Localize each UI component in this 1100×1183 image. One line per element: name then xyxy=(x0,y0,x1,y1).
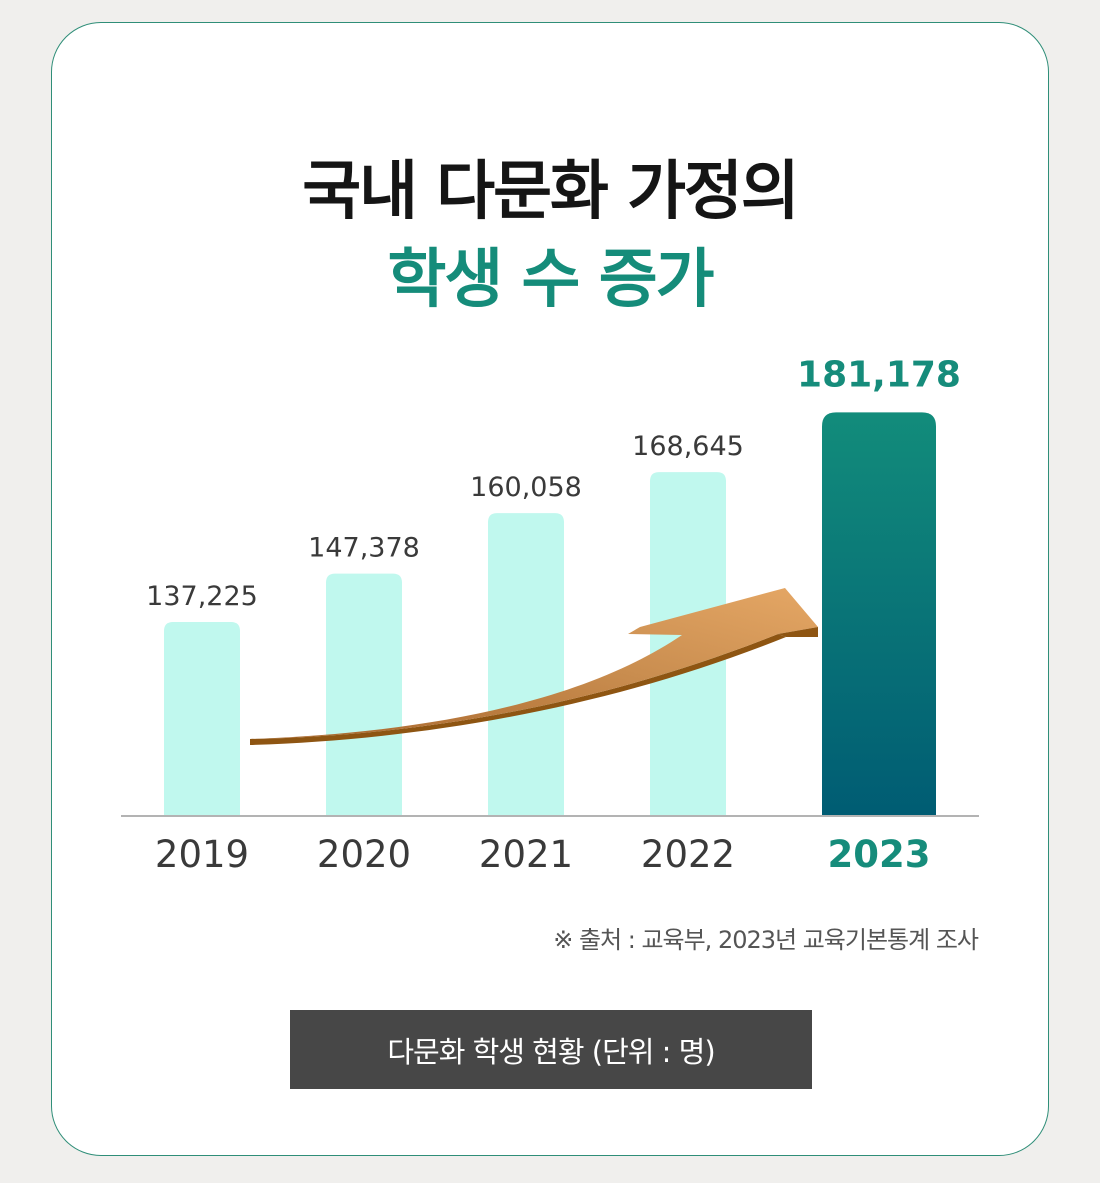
category-label-2021: 2021 xyxy=(479,833,573,876)
trend-arrow xyxy=(250,588,818,745)
bar-2021 xyxy=(488,513,564,816)
value-label-2021: 160,058 xyxy=(470,472,582,503)
value-label-2023: 181,178 xyxy=(797,354,961,395)
category-label-2020: 2020 xyxy=(317,833,411,876)
chart-title-line2: 학생 수 증가 xyxy=(387,243,715,317)
category-label-2022: 2022 xyxy=(641,833,735,876)
bar-2023 xyxy=(822,412,936,816)
bar-2019 xyxy=(164,622,240,816)
category-label-2019: 2019 xyxy=(155,833,249,876)
value-label-2020: 147,378 xyxy=(308,533,420,564)
category-label-2023: 2023 xyxy=(828,833,931,876)
unit-caption: 다문화 학생 현황 (단위 : 명) xyxy=(290,1010,812,1089)
chart-title-line1: 국내 다문화 가정의 xyxy=(302,155,800,229)
value-label-2019: 137,225 xyxy=(146,581,258,612)
bar-2020 xyxy=(326,573,402,816)
value-label-2022: 168,645 xyxy=(632,431,744,462)
source-note: ※ 출처 : 교육부, 2023년 교육기본통계 조사 xyxy=(553,926,979,954)
